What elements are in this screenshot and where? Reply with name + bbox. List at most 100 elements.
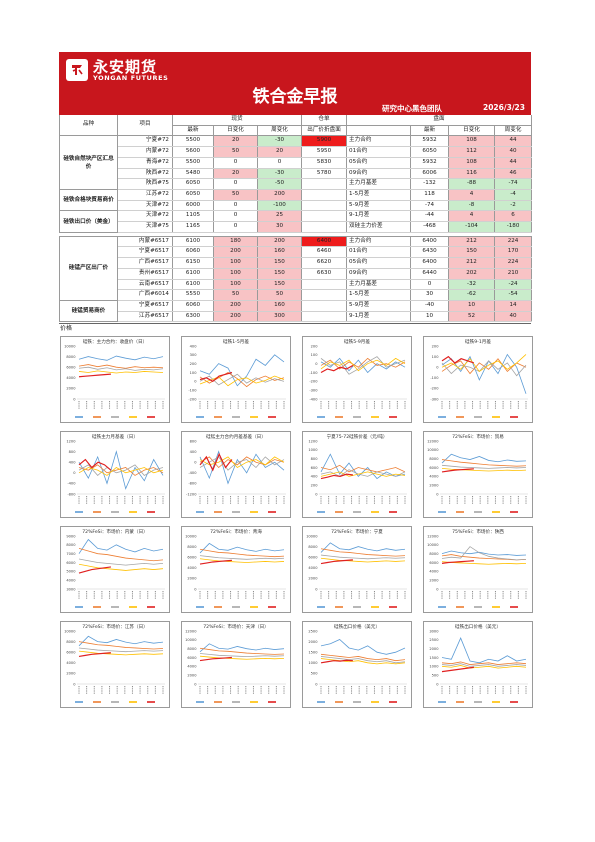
y-tick-label: 6000 <box>187 556 197 560</box>
pname-cell: 1-5月差 <box>346 289 412 301</box>
y-tick-label: -200 <box>188 398 197 402</box>
series-line-4 <box>320 358 406 372</box>
pname-cell: 5-9月差 <box>346 299 412 312</box>
y-tick-label: 0 <box>436 493 439 497</box>
series-line-1 <box>441 550 527 557</box>
pd-cell: 10 <box>448 299 496 312</box>
plast-cell: 5932 <box>410 135 450 148</box>
y-tick-label: 7000 <box>66 552 76 556</box>
y-tick-label: 400 <box>190 345 198 349</box>
line-chart: 72%FeSi：市场价：贸易 12000 10000 8000 6000 4000 2000… <box>423 431 533 519</box>
line-chart: 宁夏75-72硅铁价差（元/吨） 1200 1000 800 600 400 200 0 <box>302 431 412 519</box>
receipt-cell: 6460 <box>301 246 348 259</box>
dchg-cell: 0 <box>213 178 258 190</box>
series-line-1 <box>441 637 527 664</box>
pname-cell: 1-5月差 <box>346 188 412 201</box>
item-cell: 内蒙#6517 <box>117 236 173 248</box>
series-line-2 <box>78 464 164 477</box>
y-tick-label: 0 <box>194 380 197 384</box>
y-tick-label: 1000 <box>429 665 439 669</box>
dchg-cell: 180 <box>213 236 258 248</box>
pw-cell: -24 <box>494 279 533 291</box>
receipt-cell <box>301 279 348 291</box>
wchg-cell: -30 <box>256 135 303 148</box>
item-cell: 天津#75 <box>117 221 173 233</box>
table-row: 硅铁合格块贸易商价 江苏#72 6050 50 200 1-5月差 118 4 -4 <box>59 188 533 212</box>
line-chart: 硅锰主力合约月差基差（日） 800 400 0 -400 -800 -1200 <box>181 431 291 519</box>
y-tick-label: 9000 <box>66 535 76 539</box>
y-tick-label: 500 <box>432 674 440 678</box>
receipt-cell <box>301 299 348 312</box>
y-tick-label: -1200 <box>186 493 197 497</box>
y-tick-label: 10000 <box>185 535 197 539</box>
y-tick-label: 0 <box>194 683 197 687</box>
y-tick-label: 10000 <box>64 630 76 634</box>
table-row: 贵州#6517 6100 100 150 6630 09合约 6440 202 210 <box>60 268 533 280</box>
plast-cell: 10 <box>410 311 450 323</box>
pd-cell: 112 <box>448 146 496 158</box>
pd-cell: 150 <box>448 246 496 259</box>
chart-title: 硅铁1-5月差 <box>223 340 249 346</box>
chart-title: 硅铁主力月基差（日） <box>92 435 138 441</box>
latest-cell: 5500 <box>172 135 214 148</box>
pw-cell: 224 <box>494 236 533 248</box>
series-line-4 <box>441 561 527 566</box>
pname-cell: 09合约 <box>346 168 412 180</box>
receipt-cell: 5780 <box>301 168 348 180</box>
dchg-cell: 0 <box>213 200 258 212</box>
line-chart: 72%FeSi：市场价：宁夏 10000 8000 6000 4000 2000 0 <box>302 526 412 614</box>
series-line-1 <box>199 450 285 485</box>
wchg-cell: 150 <box>256 279 303 291</box>
y-tick-label: 0 <box>73 398 76 402</box>
y-tick-label: 500 <box>311 672 319 676</box>
series-line-3 <box>199 555 285 561</box>
series-line-1 <box>320 453 406 480</box>
table-row: 硅锰贸易商价 宁夏#6517 6060 200 160 5-9月差 -40 10 14 <box>59 299 533 323</box>
dchg-cell: 50 <box>213 188 258 201</box>
pd-cell: -8 <box>448 200 496 212</box>
series-line-4 <box>320 658 406 665</box>
table-row: 青海#72 5500 0 0 5830 05合约 5932 108 44 <box>60 157 533 169</box>
wchg-cell: 150 <box>256 268 303 280</box>
receipt-cell: 6620 <box>301 257 348 269</box>
pname-cell: 01合约 <box>346 146 412 158</box>
series-line-3 <box>199 653 285 658</box>
series-line-4 <box>199 558 285 564</box>
chart-plot: 400 300 200 100 0 -100 -200 <box>188 345 286 419</box>
chart-title: 75%FeSi：市场价：陕西 <box>452 530 504 536</box>
y-tick-label: 8000 <box>187 647 197 651</box>
receipt-cell <box>301 210 348 223</box>
series-line-5 <box>441 560 474 565</box>
chart-plot: 1200 1000 800 600 400 200 0 <box>308 440 407 514</box>
y-tick-label: 4000 <box>429 475 439 479</box>
y-tick-label: 6000 <box>429 561 439 565</box>
y-tick-label: -200 <box>309 380 318 384</box>
y-tick-label: 200 <box>432 345 440 349</box>
section-label-price: 价格 <box>59 323 531 332</box>
table-row: 内蒙#72 5600 50 20 5950 01合约 6050 112 40 <box>60 146 533 158</box>
y-tick-label: 4000 <box>429 570 439 574</box>
line-chart: 硅铁出口价格（美元） 3000 2500 2000 1500 1000 500 0 <box>423 621 533 709</box>
series-line-4 <box>78 370 164 374</box>
series-line-4 <box>320 471 406 478</box>
latest-cell: 6300 <box>172 311 214 323</box>
receipt-cell <box>301 188 348 201</box>
series-line-5 <box>320 660 353 664</box>
item-cell: 江苏#72 <box>117 188 173 201</box>
col-header-daily-change: 日变化 <box>213 125 258 137</box>
pw-cell: -74 <box>494 178 533 190</box>
chart-title: 硅铁5-9月差 <box>344 340 370 346</box>
col-header-futures-weekly: 周变化 <box>494 125 533 137</box>
y-tick-label: 6000 <box>66 561 76 565</box>
chart-title: 硅锰主力合约月差基差（日） <box>206 435 266 441</box>
wchg-cell: 0 <box>256 157 303 169</box>
logo-english-name: YONGAN FUTURES <box>93 74 169 82</box>
y-tick-label: 6000 <box>66 366 76 370</box>
series-line-1 <box>320 639 406 656</box>
table-row: 天津#75 1165 0 30 双硅主力价差 -468 -104 -180 <box>60 221 533 233</box>
series-line-5 <box>199 657 232 662</box>
y-tick-label: 200 <box>190 362 198 366</box>
y-tick-label: 3000 <box>66 588 76 592</box>
plast-cell: -40 <box>410 299 450 312</box>
plast-cell: 6430 <box>410 246 450 259</box>
